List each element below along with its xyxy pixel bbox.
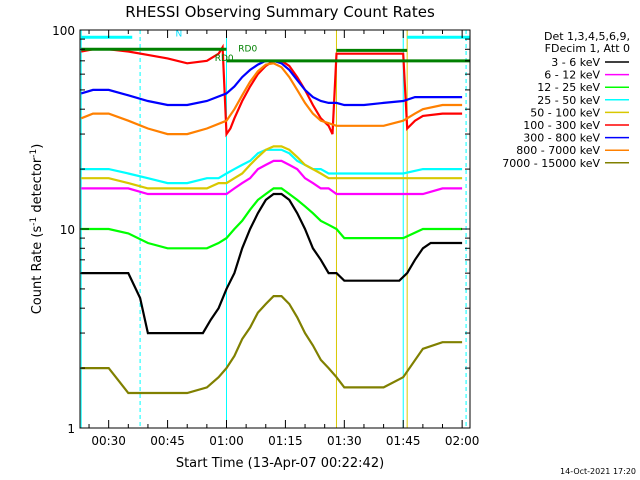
y-tick-label: 10 xyxy=(60,223,75,237)
series-line xyxy=(81,192,463,335)
legend-label: 7000 - 15000 keV xyxy=(502,157,600,170)
y-axis-label-sup2: -1 xyxy=(29,149,39,158)
chart-title: RHESSI Observing Summary Count Rates xyxy=(125,3,435,21)
x-tick-label: 01:00 xyxy=(209,434,244,448)
x-tick-label: 02:00 xyxy=(445,434,480,448)
series-line xyxy=(80,59,463,107)
y-tick-label: 1 xyxy=(67,422,75,436)
x-tick-label: 01:30 xyxy=(327,434,362,448)
y-tick-label: 100 xyxy=(52,24,75,38)
legend-label: 100 - 300 keV xyxy=(523,119,600,132)
y-axis-ticks: 1 10 100 xyxy=(52,24,470,436)
legend-label: 12 - 25 keV xyxy=(537,81,600,94)
annotation-label: RD0 xyxy=(238,44,257,54)
annotations: N RD0 RD0 xyxy=(175,29,257,64)
legend-label: 300 - 800 keV xyxy=(523,132,600,145)
legend-label: 50 - 100 keV xyxy=(530,106,600,119)
x-tick-label: 00:45 xyxy=(150,434,185,448)
annotation-label: RD0 xyxy=(215,54,234,64)
legend-label: 3 - 6 keV xyxy=(551,56,600,69)
series-line xyxy=(81,187,463,250)
plot-frame xyxy=(79,29,471,429)
y-axis-label-end: ) xyxy=(30,144,45,149)
x-axis-ticks: 00:30 00:45 01:00 01:15 01:30 01:45 02:00 xyxy=(88,30,480,448)
legend-label: 6 - 12 keV xyxy=(544,69,600,82)
data-series xyxy=(80,43,463,395)
series-line xyxy=(80,62,463,136)
y-axis-label: Count Rate (s-1 detector-1) xyxy=(29,144,45,315)
legend-header-line-2: FDecim 1, Att 0 xyxy=(545,42,630,55)
legend: Det 1,3,4,5,6,9, FDecim 1, Att 0 3 - 6 k… xyxy=(502,30,630,170)
annotation-label: N xyxy=(175,29,182,39)
series-line xyxy=(81,295,463,395)
series-line xyxy=(81,148,463,185)
legend-label: 800 - 7000 keV xyxy=(516,144,600,157)
legend-header-line-1: Det 1,3,4,5,6,9, xyxy=(544,30,630,43)
footer-timestamp: 14-Oct-2021 17:20 xyxy=(560,467,636,476)
x-axis-label: Start Time (13-Apr-07 00:22:42) xyxy=(176,456,384,471)
y-axis-label-main: Count Rate (s xyxy=(30,226,45,315)
x-tick-label: 01:15 xyxy=(268,434,303,448)
status-segments xyxy=(81,35,470,63)
y-axis-label-mid: detector xyxy=(30,157,45,217)
series-line xyxy=(81,159,463,196)
x-tick-label: 01:45 xyxy=(386,434,421,448)
reference-lines xyxy=(80,30,467,428)
y-axis-label-sup1: -1 xyxy=(29,217,39,226)
legend-label: 25 - 50 keV xyxy=(537,94,600,107)
x-tick-label: 00:30 xyxy=(91,434,126,448)
series-line xyxy=(81,145,463,190)
